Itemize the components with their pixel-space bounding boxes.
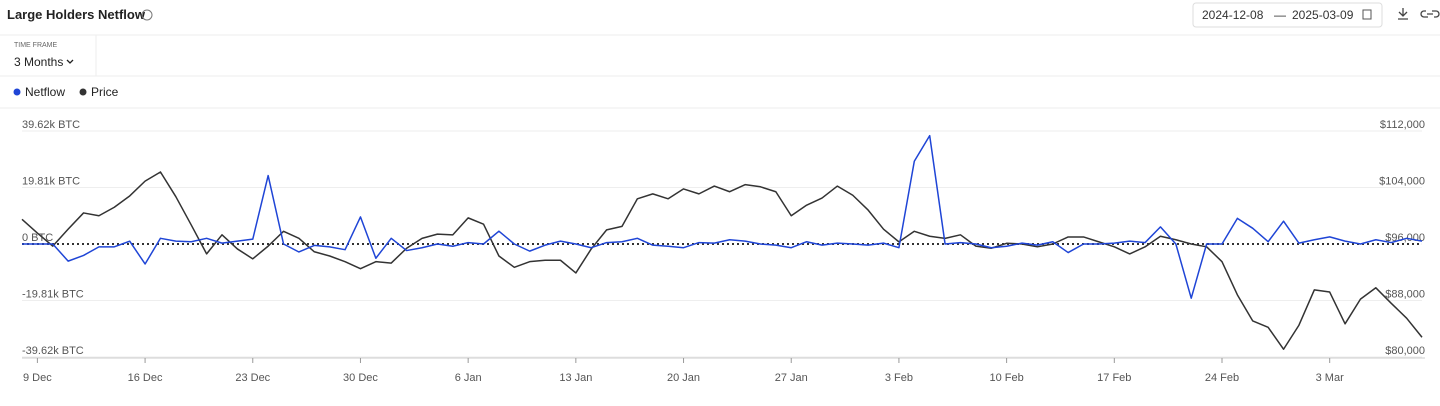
- legend-label: Netflow: [25, 85, 65, 99]
- x-tick-label: 3 Mar: [1316, 372, 1344, 384]
- legend-marker: [79, 88, 87, 96]
- date-start: 2024-12-08: [1202, 8, 1264, 22]
- help-icon[interactable]: [141, 9, 153, 21]
- legend-marker: [13, 88, 21, 96]
- y-tick-label: -19.81k BTC: [22, 289, 84, 301]
- calendar-icon: [1362, 9, 1372, 20]
- series-line: [21, 171, 1423, 350]
- x-tick-label: 3 Feb: [885, 372, 913, 384]
- timeframe-label: TIME FRAME: [14, 42, 57, 49]
- y2-tick-label: $80,000: [1385, 345, 1425, 357]
- x-tick-label: 27 Jan: [775, 372, 808, 384]
- y2-tick-label: $88,000: [1385, 289, 1425, 301]
- x-tick-label: 6 Jan: [455, 372, 482, 384]
- x-tick-label: 10 Feb: [989, 372, 1023, 384]
- chart-title: Large Holders Netflow: [7, 7, 146, 22]
- date-separator: —: [1274, 8, 1286, 22]
- link-icon[interactable]: [1420, 10, 1440, 18]
- y2-tick-label: $112,000: [1380, 119, 1425, 131]
- y-tick-label: 39.62k BTC: [22, 119, 80, 131]
- timeframe-value[interactable]: 3 Months: [14, 55, 63, 69]
- y2-tick-label: $104,000: [1379, 176, 1425, 188]
- download-icon[interactable]: [1398, 8, 1408, 20]
- legend: Netflow Price: [13, 85, 119, 99]
- x-tick-label: 13 Jan: [559, 372, 592, 384]
- legend-label: Price: [91, 85, 119, 99]
- date-range[interactable]: [1192, 2, 1383, 28]
- y-tick-label: -39.62k BTC: [22, 345, 84, 357]
- y-tick-label: 19.81k BTC: [22, 176, 80, 188]
- date-end: 2025-03-09: [1292, 8, 1354, 22]
- series-line: [22, 134, 1423, 299]
- x-tick-label: 30 Dec: [343, 372, 378, 384]
- x-tick-label: 16 Dec: [128, 372, 163, 384]
- x-tick-label: 23 Dec: [235, 372, 270, 384]
- x-tick-label: 20 Jan: [667, 372, 700, 384]
- x-tick-label: 17 Feb: [1097, 372, 1131, 384]
- dropdown-icon: [66, 59, 74, 64]
- x-tick-label: 24 Feb: [1205, 372, 1239, 384]
- y-tick-label: 0 BTC: [22, 232, 53, 244]
- x-tick-label: 9 Dec: [23, 372, 52, 384]
